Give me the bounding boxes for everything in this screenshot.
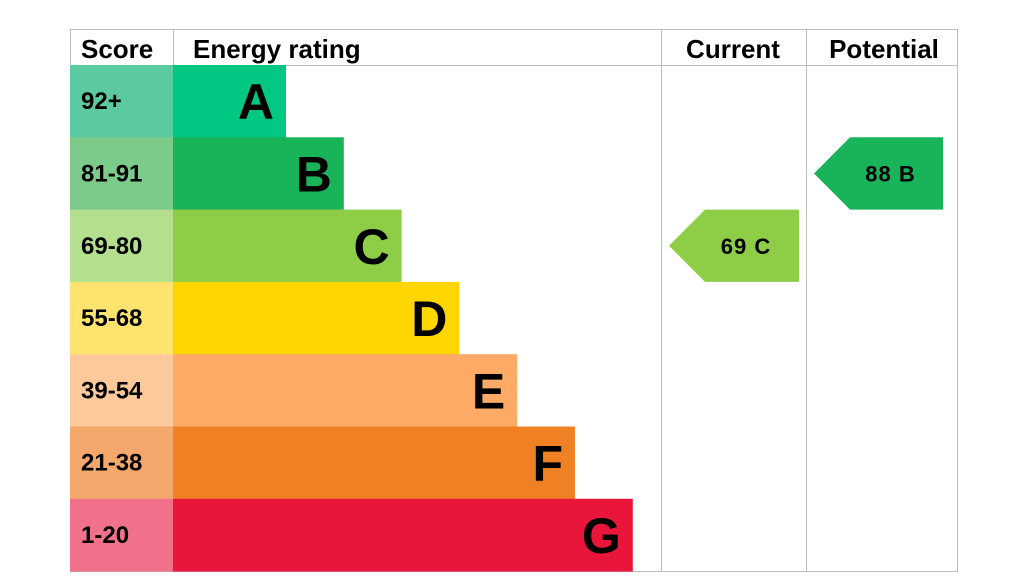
rating-letter-b: B: [296, 146, 332, 202]
rating-bar-c: [173, 209, 402, 283]
rating-bar-d: [173, 281, 460, 355]
score-cell-b: [70, 137, 173, 211]
score-cell-f: [70, 426, 173, 500]
rating-arrows: 69 C 88 B: [669, 137, 943, 282]
current-rating-label: 69 C: [721, 234, 771, 259]
rating-letter-g: G: [582, 508, 621, 564]
rating-letter-c: C: [353, 219, 389, 275]
rating-bar-a: [173, 65, 286, 138]
current-header: Current: [686, 34, 780, 64]
current-rating-arrow: [669, 209, 799, 282]
potential-header: Potential: [829, 34, 939, 64]
score-cell-c: [70, 209, 173, 283]
rating-letter-f: F: [532, 436, 563, 492]
score-label-g: 1-20: [81, 522, 129, 549]
rating-bar-g: [173, 498, 633, 572]
score-label-b: 81-91: [81, 160, 142, 187]
rating-letter-e: E: [472, 363, 505, 419]
rating-bar-e: [173, 354, 518, 427]
score-label-d: 55-68: [81, 305, 142, 332]
potential-rating-arrow: [814, 137, 943, 210]
potential-rating-label: 88 B: [865, 161, 915, 186]
rating-bar-f: [173, 426, 575, 500]
score-cell-d: [70, 281, 173, 355]
rating-bands: 92+ A 81-91 B 69-80 C 55-68 D 39-54 E 21-38 F 1-20 G: [70, 65, 633, 572]
score-cell-a: [70, 65, 173, 138]
rating-letter-d: D: [411, 291, 447, 347]
rating-bar-b: [173, 137, 344, 211]
score-cell-g: [70, 498, 173, 572]
score-cell-e: [70, 354, 173, 427]
score-label-e: 39-54: [81, 377, 143, 404]
score-header: Score: [81, 34, 153, 64]
score-label-f: 21-38: [81, 450, 142, 477]
rating-letter-a: A: [238, 74, 274, 130]
energy-rating-header: Energy rating: [193, 34, 361, 64]
score-label-a: 92+: [81, 88, 122, 115]
score-label-c: 69-80: [81, 233, 142, 260]
